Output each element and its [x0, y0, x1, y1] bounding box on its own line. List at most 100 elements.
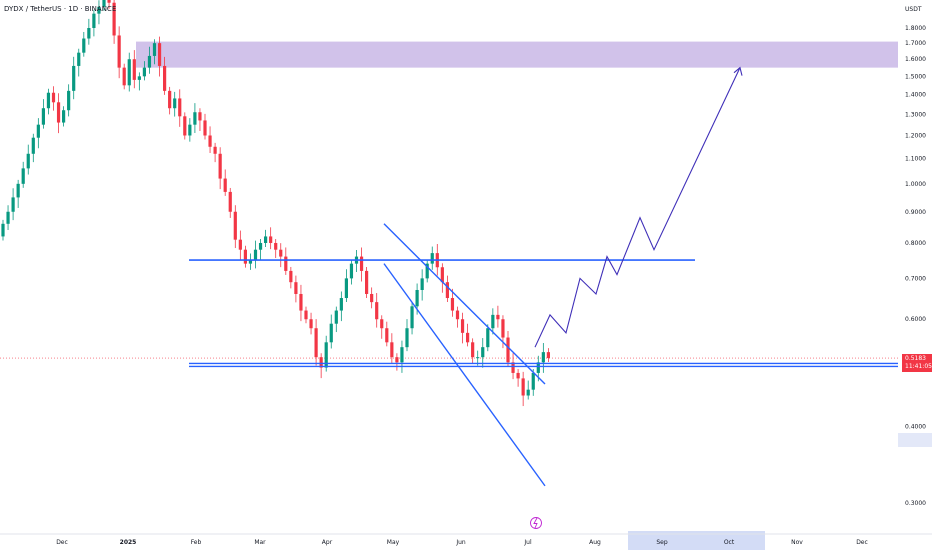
candle-body [304, 310, 308, 320]
candle-body [274, 242, 278, 250]
candle-body [31, 137, 35, 154]
x-tick-label: Dec [56, 539, 68, 546]
candle-body [6, 211, 10, 224]
candle-body [16, 183, 20, 198]
candle-body [26, 153, 30, 169]
x-tick-label: Sep [656, 539, 668, 546]
candle-body [1, 223, 5, 237]
candle-body [137, 76, 141, 80]
candle-body [11, 197, 15, 212]
candle-body [471, 342, 475, 358]
candle-body [385, 328, 389, 343]
candle-body [208, 135, 212, 147]
candle-body [67, 90, 71, 111]
candle-body [157, 43, 162, 66]
candle-body [370, 293, 374, 303]
candle-body [112, 2, 116, 36]
candle-body [213, 146, 217, 154]
axis-highlight [628, 531, 765, 550]
y-tick-label: 1.2000 [905, 132, 926, 139]
y-tick-label: 1.0000 [905, 181, 926, 188]
candle-body [97, 6, 101, 14]
candle-body [344, 278, 348, 299]
x-tick-label: Mar [254, 539, 266, 546]
candle-body [481, 347, 485, 358]
candle-body [178, 98, 182, 117]
candle-body [51, 92, 56, 103]
x-tick-label: Jul [523, 539, 532, 546]
candle-body [309, 319, 313, 329]
candle-body [430, 253, 434, 264]
candle-body [420, 278, 424, 290]
candle-body [188, 124, 192, 136]
candle-body [546, 352, 550, 359]
y-tick-label: 1.7000 [905, 40, 926, 47]
candle-body [425, 263, 429, 279]
x-tick-label: Oct [724, 539, 735, 546]
candle-body [455, 310, 460, 320]
candle-body [506, 337, 510, 363]
candle-body [46, 92, 51, 109]
candle-body [511, 362, 515, 373]
candle-body [264, 236, 268, 243]
candle-body [334, 310, 338, 324]
y-tick-label: 1.6000 [905, 56, 926, 63]
candle-body [152, 43, 157, 56]
y-tick-label: 1.8000 [905, 25, 926, 32]
candle-body [62, 110, 66, 123]
candle-body [375, 302, 379, 320]
x-tick-label: May [387, 539, 400, 546]
y-tick-label: 1.5000 [905, 73, 926, 80]
candle-body [541, 352, 545, 363]
candle-body [284, 256, 288, 271]
candle-body [365, 270, 369, 294]
y-tick-label: 1.1000 [905, 156, 926, 163]
supply-zone [136, 41, 898, 68]
y-tick-label: 1.4000 [905, 92, 926, 99]
candle-body [87, 28, 91, 39]
price-highlight [898, 433, 932, 447]
projection-arrowhead [733, 66, 743, 76]
candle-body [193, 112, 197, 125]
candle-body [450, 298, 455, 311]
x-tick-label: 2025 [120, 539, 137, 546]
y-tick-label: 0.6000 [905, 316, 926, 323]
x-tick-label: Nov [791, 539, 803, 546]
channel-lower-line [383, 263, 546, 487]
candle-body [476, 357, 480, 359]
candle-body [491, 314, 495, 329]
candle-body [279, 249, 283, 257]
candle-body [92, 13, 96, 28]
y-tick-label: 0.8000 [905, 240, 926, 247]
candle-body [142, 67, 146, 77]
symbol-title[interactable]: DYDX / TetherUS · 1D · BINANCE [4, 5, 117, 13]
candle-body [324, 342, 328, 368]
candle-body [117, 35, 121, 68]
candle-body [521, 378, 525, 396]
candle-body [516, 372, 520, 379]
candle-body [289, 270, 293, 283]
last-price-value: 0.5183 [905, 355, 926, 363]
y-tick-label: 0.7000 [905, 275, 926, 282]
candle-body [183, 116, 187, 136]
candle-body [460, 319, 465, 333]
candle-body [198, 112, 202, 121]
candle-body [400, 347, 404, 363]
candle-body [339, 298, 343, 311]
candle-body [41, 108, 45, 125]
candle-body [223, 178, 227, 192]
candle-body [269, 236, 273, 243]
candle-body [258, 242, 263, 250]
y-tick-label: 0.3000 [905, 500, 926, 507]
x-tick-label: Jun [455, 539, 466, 546]
y-tick-label: 0.4000 [905, 424, 926, 431]
candle-body [36, 124, 40, 138]
candle-body [299, 293, 303, 311]
candle-body [147, 55, 152, 68]
candle-body [526, 389, 530, 396]
candle-body [359, 256, 364, 271]
candle-body [122, 67, 126, 86]
currency-label: USDT [905, 6, 922, 13]
